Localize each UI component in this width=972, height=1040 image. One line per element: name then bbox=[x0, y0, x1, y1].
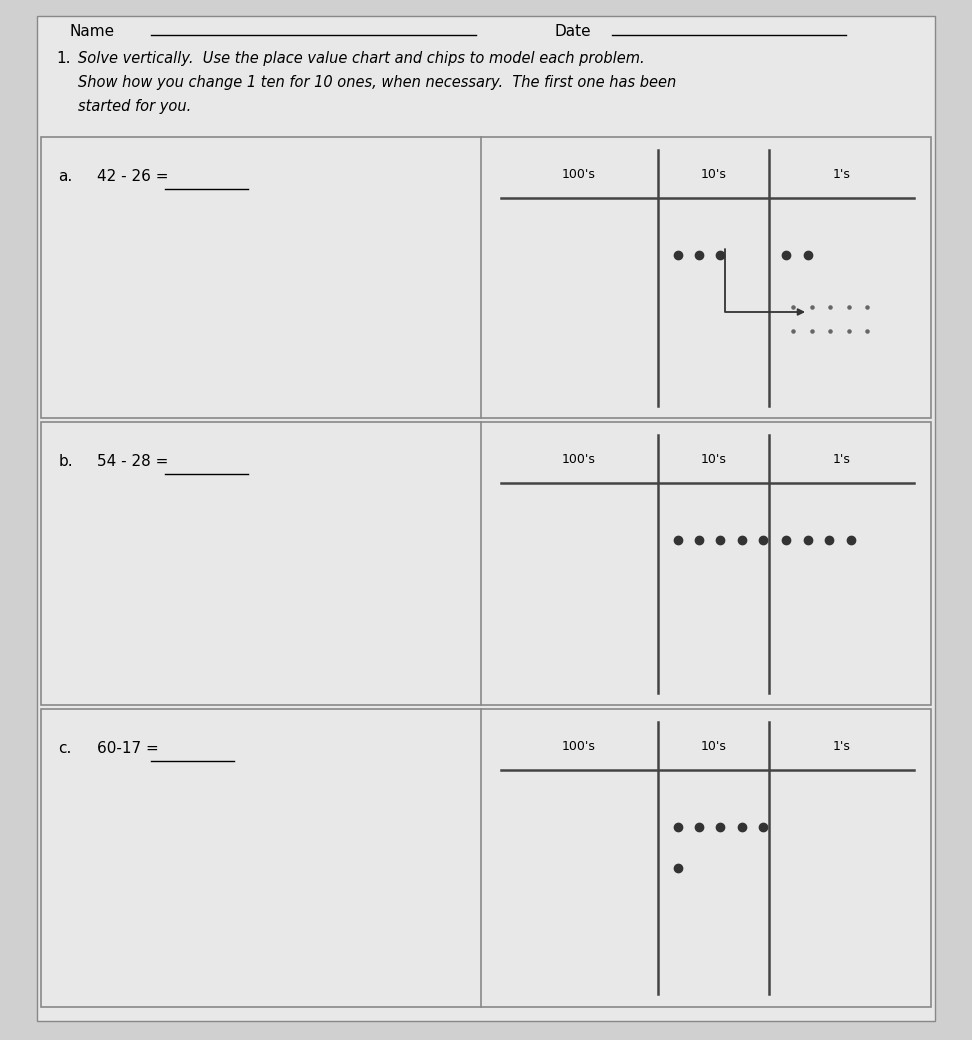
Text: c.: c. bbox=[58, 742, 72, 756]
Text: 10's: 10's bbox=[701, 453, 726, 466]
Bar bbox=[41, 422, 931, 705]
Text: Name: Name bbox=[70, 24, 115, 38]
Text: 100's: 100's bbox=[562, 168, 596, 181]
Text: 100's: 100's bbox=[562, 453, 596, 466]
Text: 10's: 10's bbox=[701, 168, 726, 181]
Bar bbox=[41, 709, 931, 1007]
Text: 1's: 1's bbox=[832, 740, 850, 753]
Text: 54 - 28 =: 54 - 28 = bbox=[97, 454, 168, 469]
Bar bbox=[41, 137, 931, 418]
Text: b.: b. bbox=[58, 454, 73, 469]
Text: 42 - 26 =: 42 - 26 = bbox=[97, 170, 169, 184]
Text: Show how you change 1 ten for 10 ones, when necessary.  The first one has been: Show how you change 1 ten for 10 ones, w… bbox=[78, 75, 676, 89]
Text: a.: a. bbox=[58, 170, 73, 184]
Text: 1.: 1. bbox=[56, 51, 71, 66]
Text: 100's: 100's bbox=[562, 740, 596, 753]
Text: 1's: 1's bbox=[832, 453, 850, 466]
Text: 1's: 1's bbox=[832, 168, 850, 181]
Text: Solve vertically.  Use the place value chart and chips to model each problem.: Solve vertically. Use the place value ch… bbox=[78, 51, 644, 66]
Text: 10's: 10's bbox=[701, 740, 726, 753]
Text: started for you.: started for you. bbox=[78, 99, 191, 113]
Text: 60-17 =: 60-17 = bbox=[97, 742, 159, 756]
Text: Date: Date bbox=[554, 24, 591, 38]
